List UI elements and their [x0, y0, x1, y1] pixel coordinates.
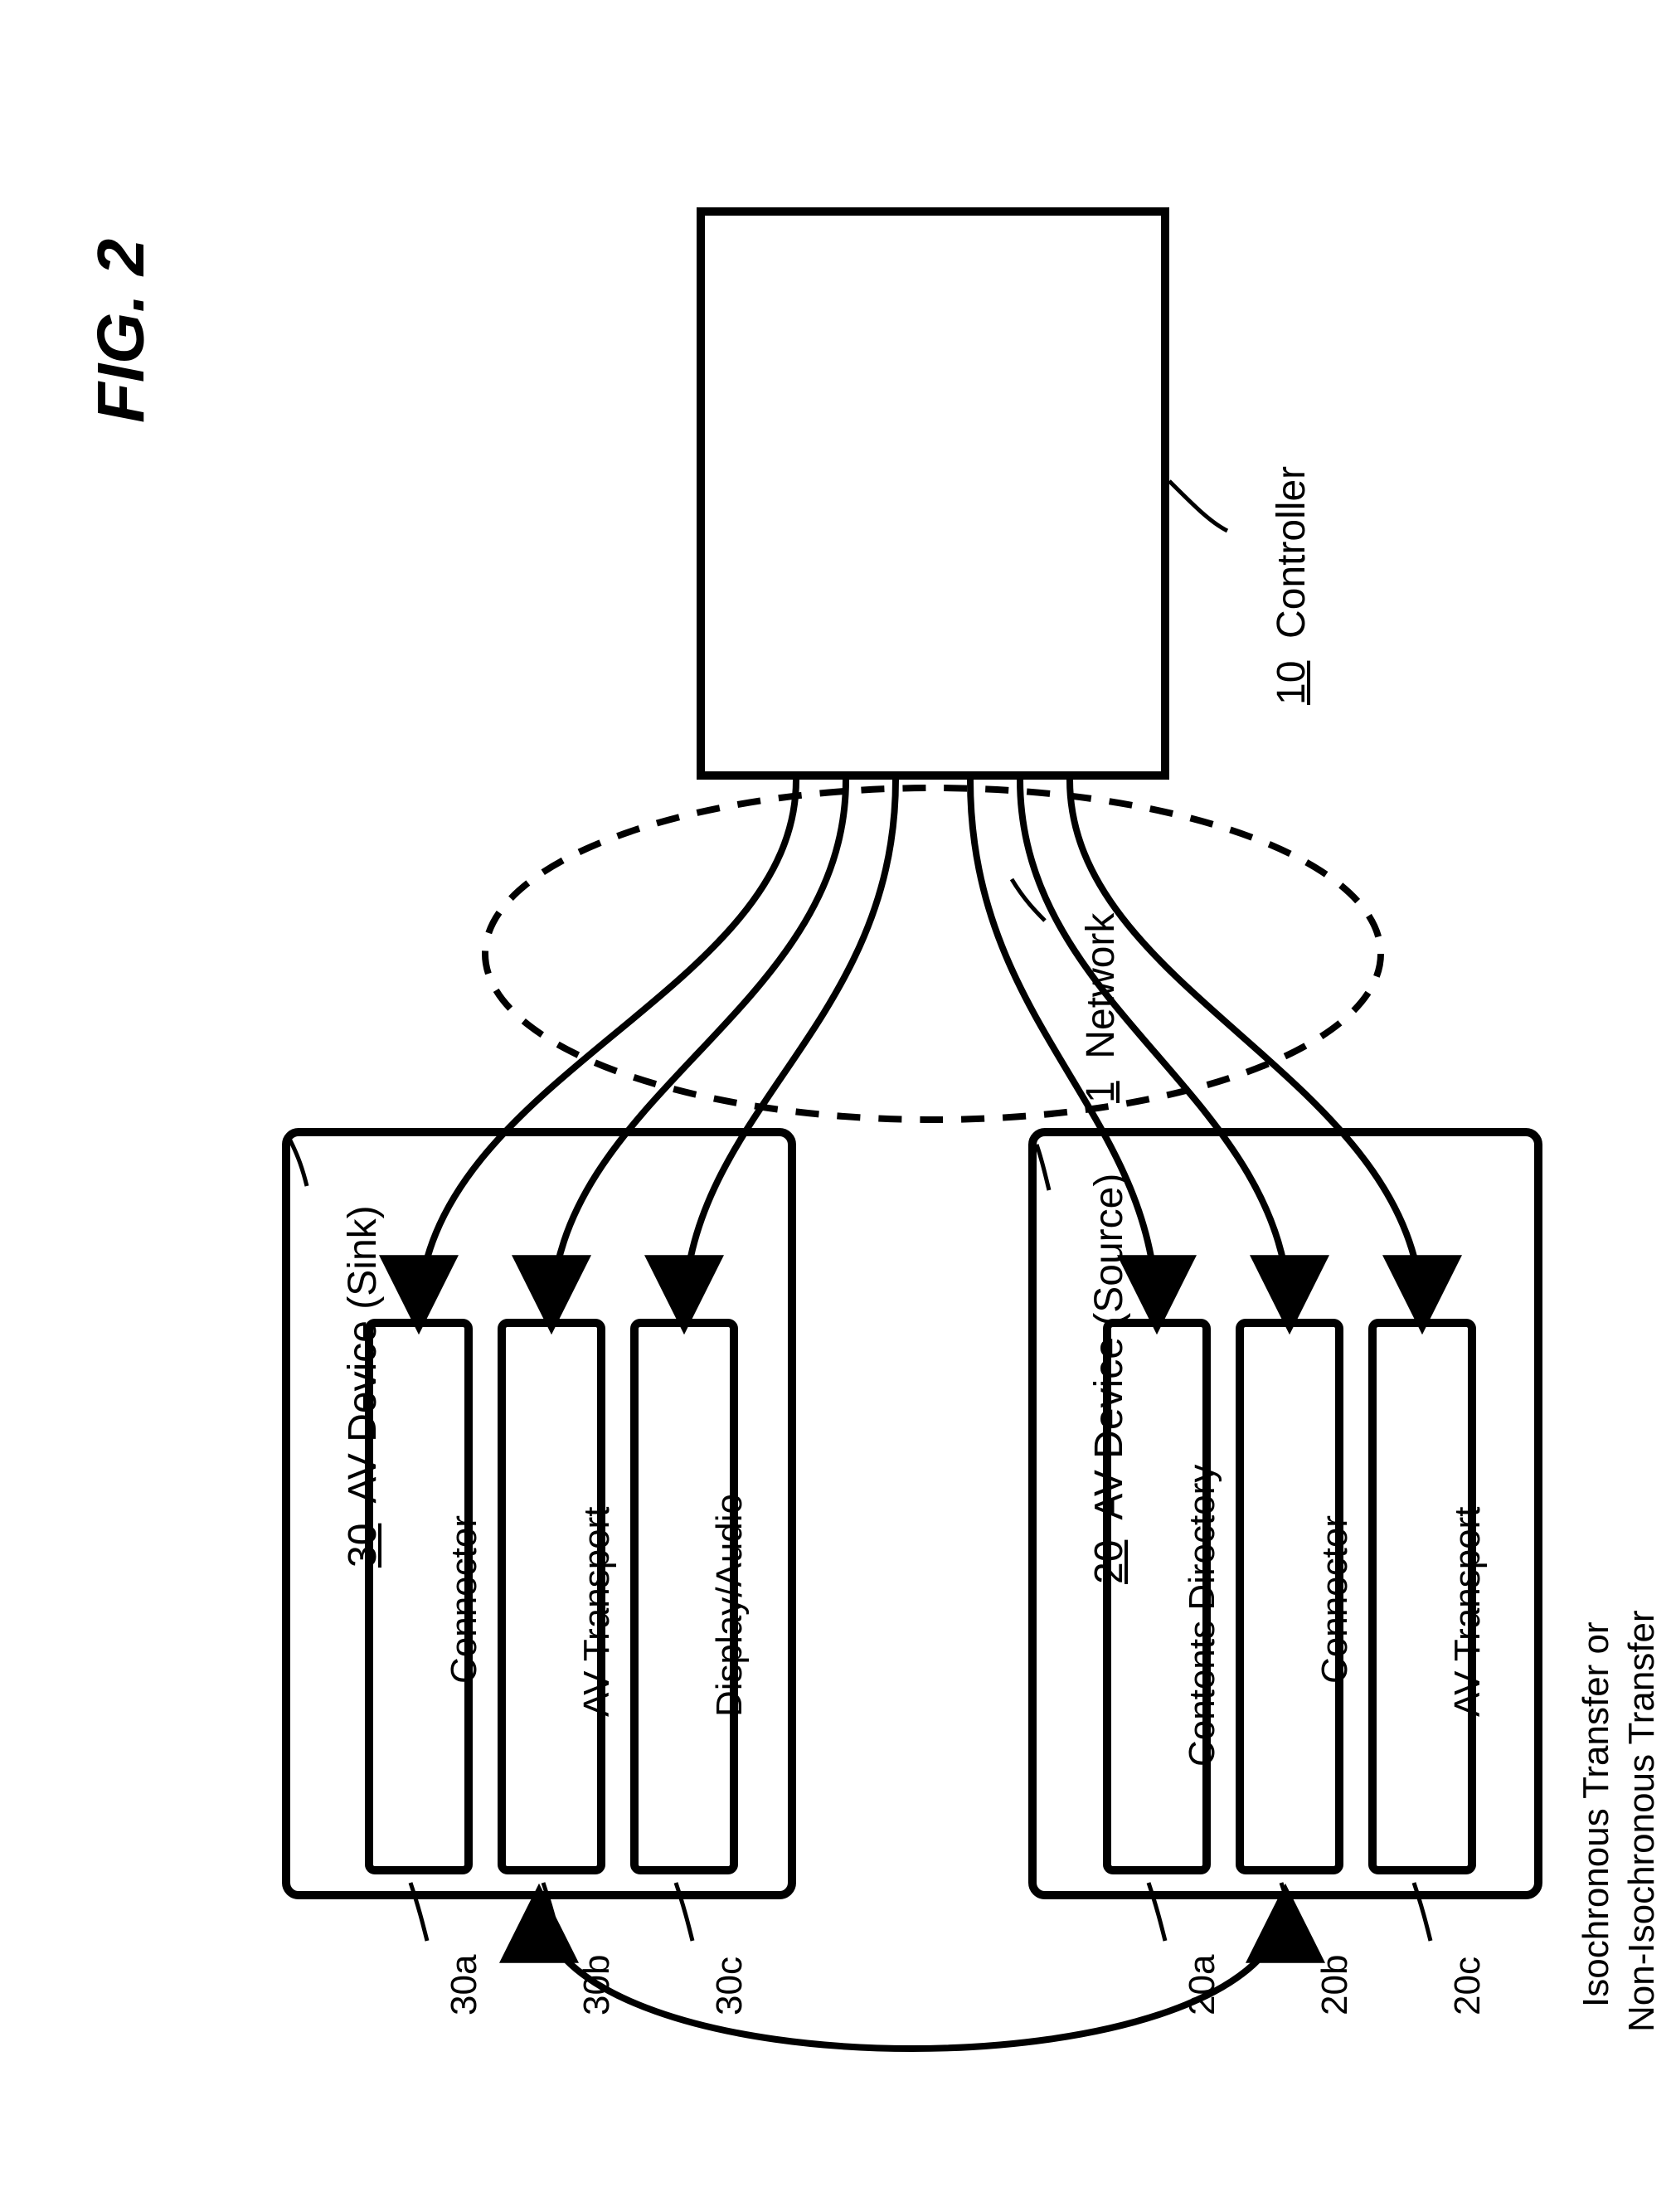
- sink-comp0-label: Connector: [444, 1515, 485, 1684]
- source-comp1-ref: 20b: [1314, 1955, 1356, 2015]
- controller-ref: 10: [1270, 661, 1314, 705]
- sink-comp1-ref: 30b: [576, 1955, 618, 2015]
- network-ref: 1: [1079, 1081, 1123, 1103]
- sink-comp0-ref: 30a: [444, 1955, 485, 2015]
- network-label: 1 Network: [1078, 913, 1124, 1103]
- sink-comp2-label: Display/Audio: [709, 1494, 750, 1717]
- source-ref: 20: [1087, 1540, 1131, 1584]
- source-comp0-ref: 20a: [1182, 1955, 1223, 2015]
- source-comp1-label: Connector: [1314, 1515, 1356, 1684]
- sink-text: AV Device (Sink): [341, 1205, 385, 1503]
- source-comp0-label: Contents Directory: [1182, 1465, 1223, 1767]
- source-comp2-ref: 20c: [1447, 1957, 1489, 2015]
- controller-box: [697, 207, 1169, 780]
- figure-title: FIG. 2: [83, 239, 159, 423]
- source-comp2-label: AV Transport: [1447, 1506, 1489, 1717]
- sink-comp2-ref: 30c: [709, 1957, 750, 2015]
- diagram-canvas: 10 Controller 1 Network 30 AV Device (Si…: [216, 83, 1625, 2156]
- sink-label: 30 AV Device (Sink): [340, 1205, 386, 1568]
- source-text: AV Device (Source): [1087, 1174, 1131, 1520]
- controller-text: Controller: [1270, 466, 1314, 639]
- sink-comp1-label: AV Transport: [576, 1506, 618, 1717]
- transfer-label-2: Non-Isochronous Transfer: [1621, 1610, 1663, 2032]
- sink-ref: 30: [341, 1524, 385, 1568]
- source-label: 20 AV Device (Source): [1086, 1174, 1132, 1584]
- network-text: Network: [1079, 913, 1123, 1059]
- controller-label: 10 Controller: [1269, 466, 1314, 705]
- transfer-label-1: Isochronous Transfer or: [1576, 1621, 1617, 2007]
